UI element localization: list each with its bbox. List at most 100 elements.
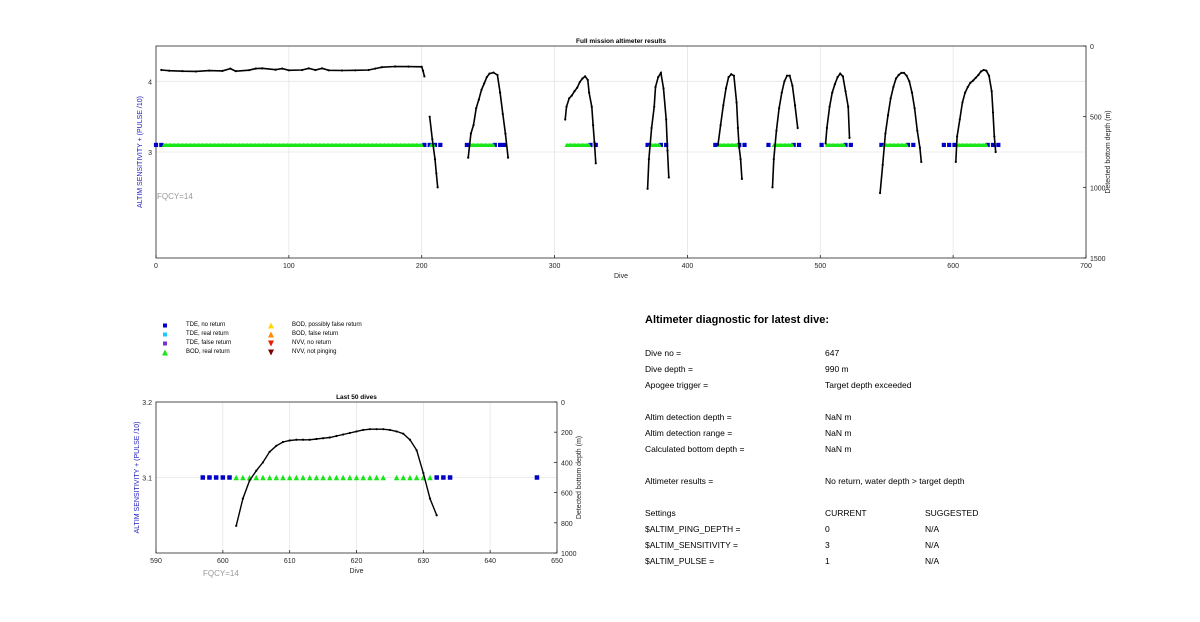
depth-point xyxy=(181,70,184,73)
depth-point xyxy=(422,471,425,475)
legend-square-marker xyxy=(163,332,167,337)
diagnostic-value: NaN m xyxy=(825,428,852,438)
depth-point xyxy=(428,115,431,118)
depth-point xyxy=(194,70,197,73)
diagnostic-row: Altim detection depth = NaN m xyxy=(645,412,1185,424)
diagnostic-extra: SUGGESTED xyxy=(925,508,979,518)
depth-point xyxy=(994,150,997,154)
depth-point xyxy=(415,449,418,452)
depth-point xyxy=(348,431,351,435)
y-right-tick-label: 1500 xyxy=(1090,256,1106,263)
bod-real-return-marker xyxy=(419,142,424,148)
depth-point xyxy=(958,118,961,121)
y-left-axis-label: ALTIM SENSITIVITY + (PULSE /10) xyxy=(137,96,144,208)
depth-point xyxy=(578,80,581,84)
bod-real-return-marker xyxy=(984,142,989,148)
diagnostic-value: NaN m xyxy=(825,412,852,422)
depth-point xyxy=(657,75,660,79)
diagnostic-label: Apogee trigger = xyxy=(645,380,709,390)
bod-real-return-marker xyxy=(280,474,286,481)
depth-point xyxy=(593,141,596,144)
depth-point xyxy=(771,186,774,189)
depth-point xyxy=(791,84,794,87)
x-tick-label: 700 xyxy=(1080,263,1092,270)
bod-real-return-marker xyxy=(491,142,496,148)
diagnostic-label: Calculated bottom depth = xyxy=(645,444,745,454)
depth-point xyxy=(564,118,567,121)
depth-point xyxy=(908,80,911,83)
depth-point xyxy=(234,70,237,73)
y-left-tick-label: 3.2 xyxy=(142,400,152,407)
depth-line xyxy=(564,75,597,164)
y-right-tick-label: 0 xyxy=(1090,44,1094,51)
x-tick-label: 600 xyxy=(947,263,959,270)
depth-point xyxy=(841,75,844,78)
bod-real-return-marker xyxy=(587,142,592,148)
depth-point xyxy=(594,162,597,165)
depth-point xyxy=(913,107,916,110)
tde-no-return-marker xyxy=(207,475,212,480)
depth-point xyxy=(342,433,345,436)
depth-point xyxy=(735,101,738,104)
diagnostic-value: 647 xyxy=(825,348,840,358)
depth-point xyxy=(961,101,964,104)
x-tick-label: 600 xyxy=(217,558,229,565)
x-tick-label: 300 xyxy=(549,263,561,270)
depth-point xyxy=(727,75,730,79)
depth-point xyxy=(367,68,370,72)
depth-point xyxy=(646,187,649,190)
bod-real-return-marker xyxy=(347,474,353,481)
depth-point xyxy=(388,428,392,432)
depth-point xyxy=(235,524,238,527)
tde-no-return-marker xyxy=(200,475,206,480)
depth-point xyxy=(740,177,744,180)
depth-point xyxy=(982,68,985,72)
tde-no-return-marker xyxy=(159,142,164,148)
bod-real-return-marker xyxy=(340,474,346,481)
depth-point xyxy=(501,112,504,115)
diagnostic-row: Settings CURRENT SUGGESTED xyxy=(645,508,1185,520)
depth-point xyxy=(301,438,305,441)
bod-real-return-marker xyxy=(286,474,293,481)
depth-point xyxy=(496,73,499,77)
depth-point xyxy=(488,72,491,75)
depth-point xyxy=(570,94,573,97)
depth-point xyxy=(889,97,892,100)
bod-real-return-marker xyxy=(240,474,246,481)
diagnostic-row: Apogee trigger = Target depth exceeded xyxy=(645,380,1185,392)
diagnostic-value: 1 xyxy=(825,556,830,566)
tde-no-return-marker xyxy=(432,142,438,148)
diagnostic-value: 990 m xyxy=(825,364,849,374)
depth-point xyxy=(420,65,423,68)
y-right-tick-label: 1000 xyxy=(561,551,577,558)
depth-point xyxy=(772,157,775,161)
depth-point xyxy=(848,136,851,139)
depth-point xyxy=(836,75,839,79)
depth-point xyxy=(308,438,311,441)
depth-point xyxy=(315,437,318,441)
depth-point xyxy=(423,75,426,78)
tde-no-return-marker xyxy=(588,142,593,148)
y-right-tick-label: 800 xyxy=(561,521,573,528)
y-right-tick-label: 500 xyxy=(1090,115,1102,122)
bod-real-return-marker xyxy=(293,474,300,481)
tde-no-return-marker xyxy=(766,142,771,148)
diagnostic-label: Dive depth = xyxy=(645,364,693,374)
tde-no-return-marker xyxy=(227,475,232,480)
depth-point xyxy=(796,126,799,130)
legend-square-marker xyxy=(163,341,167,346)
x-tick-label: 100 xyxy=(283,263,295,270)
depth-line xyxy=(824,72,851,144)
tde-no-return-marker xyxy=(848,142,853,148)
fqcy-annotation: FQCY=14 xyxy=(157,192,193,201)
legend-label: TDE, real return xyxy=(186,331,229,337)
marker-legend: TDE, no return TDE, real return TDE, fal… xyxy=(155,321,415,365)
depth-point xyxy=(828,105,831,108)
legend-label: TDE, false return xyxy=(186,340,232,346)
tde-no-return-marker xyxy=(996,142,1001,148)
depth-point xyxy=(492,71,495,74)
bod-real-return-marker xyxy=(233,474,239,481)
depth-point xyxy=(485,75,488,79)
depth-point xyxy=(467,156,470,159)
bod-real-return-marker xyxy=(427,474,433,481)
